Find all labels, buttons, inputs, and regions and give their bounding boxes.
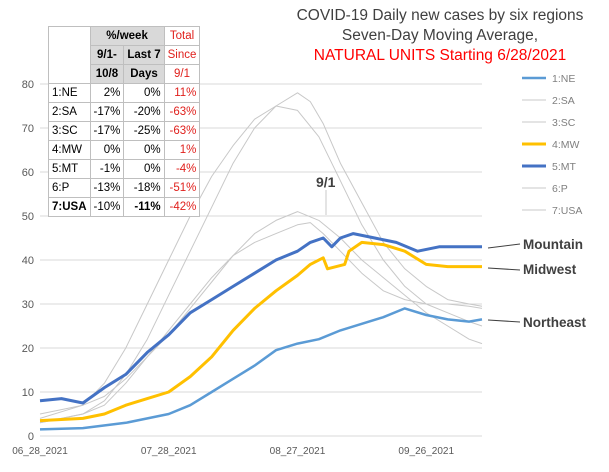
region-cell: 6:P xyxy=(48,178,91,198)
last7-cell: 0% xyxy=(123,140,165,160)
last7-cell: -11% xyxy=(123,197,165,217)
week-change-cell: 0% xyxy=(89,140,125,160)
series-lines xyxy=(39,92,483,431)
series-line-6-p xyxy=(39,211,483,415)
table-row: 6:P -13% -18% -51% xyxy=(48,178,201,198)
week-change-cell: -17% xyxy=(89,102,125,122)
chart-title-line3: NATURAL UNITS Starting 6/28/2021 xyxy=(313,47,567,64)
northeast-pointer xyxy=(487,319,521,323)
header-col3a: Total xyxy=(163,26,201,46)
header-col3b: Since xyxy=(163,45,201,65)
week-change-cell: -1% xyxy=(89,159,125,179)
midwest-pointer xyxy=(487,267,521,271)
y-tick-label: 40 xyxy=(22,255,34,267)
legend-label: 6:P xyxy=(552,183,568,195)
x-tick-label: 07_28_2021 xyxy=(141,446,197,457)
region-cell: 1:NE xyxy=(48,83,91,103)
y-tick-label: 50 xyxy=(22,211,34,223)
total-since-cell: -51% xyxy=(163,178,201,198)
northeast-label: Northeast xyxy=(523,315,587,330)
table-header-row-2: 9/1- Last 7 Since xyxy=(49,45,201,65)
total-since-cell: 1% xyxy=(163,140,201,160)
table-header-row-1: %/week Total xyxy=(48,26,201,84)
legend-label: 1:NE xyxy=(552,73,575,85)
table-header-row-3: 10/8 Days 9/1 xyxy=(49,64,201,84)
total-since-cell: -63% xyxy=(163,121,201,141)
y-tick-label: 80 xyxy=(22,79,34,91)
legend-label: 5:MT xyxy=(552,161,577,173)
last7-cell: 0% xyxy=(123,159,165,179)
y-tick-label: 60 xyxy=(22,167,34,179)
y-tick-label: 30 xyxy=(22,299,34,311)
region-cell: 2:SA xyxy=(48,102,91,122)
header-group: %/week xyxy=(89,26,165,46)
table-row: 1:NE 2% 0% 11% xyxy=(48,83,201,103)
series-line-1-ne xyxy=(39,307,483,431)
series-line-5-mt xyxy=(39,232,482,405)
table-row: 4:MW 0% 0% 1% xyxy=(48,140,201,160)
week-change-cell: -10% xyxy=(89,197,125,217)
series-line-7-usa xyxy=(39,222,483,424)
x-tick-label: 08_27_2021 xyxy=(270,446,326,457)
y-tick-label: 70 xyxy=(22,123,34,135)
table-corner xyxy=(48,26,91,84)
legend: 1:NE 2:SA 3:SC 4:MW 5:MT 6:P 7:USA xyxy=(522,73,582,217)
midwest-label: Midwest xyxy=(523,262,577,277)
total-since-cell: -42% xyxy=(163,197,201,217)
y-tick-label: 20 xyxy=(22,343,34,355)
week-change-cell: -13% xyxy=(89,178,125,198)
legend-label: 7:USA xyxy=(552,205,582,217)
region-cell: 5:MT xyxy=(48,159,91,179)
legend-label: 3:SC xyxy=(552,117,576,129)
header-col1b: 10/8 xyxy=(89,64,125,84)
mountain-label: Mountain xyxy=(523,237,583,252)
table-row: 3:SC -17% -25% -63% xyxy=(48,121,201,141)
week-change-cell: 2% xyxy=(89,83,125,103)
total-since-cell: -4% xyxy=(163,159,201,179)
region-cell: 3:SC xyxy=(48,121,91,141)
header-col3c: 9/1 xyxy=(163,64,201,84)
marker-91-label: 9/1 xyxy=(316,174,336,190)
x-tick-label: 06_28_2021 xyxy=(12,446,68,457)
header-col1a: 9/1- xyxy=(89,45,125,65)
series-line-2-sa xyxy=(39,92,483,424)
x-axis-ticks: 06_28_2021 07_28_2021 08_27_2021 09_26_2021 xyxy=(12,446,454,457)
header-col2b: Days xyxy=(123,64,165,84)
chart-title-line1: COVID-19 Daily new cases by six regions xyxy=(296,7,584,24)
chart-title-line2: Seven-Day Moving Average, xyxy=(341,27,539,44)
table-row: 2:SA -17% -20% -63% xyxy=(48,102,201,122)
week-change-cell: -17% xyxy=(89,121,125,141)
table-row: 5:MT -1% 0% -4% xyxy=(48,159,201,179)
last7-cell: -18% xyxy=(123,178,165,198)
mountain-pointer xyxy=(487,243,521,249)
region-cell: 4:MW xyxy=(48,140,91,160)
legend-label: 2:SA xyxy=(552,95,575,107)
legend-label: 4:MW xyxy=(552,139,580,151)
series-line-3-sc xyxy=(39,105,483,419)
header-col2a: Last 7 xyxy=(123,45,165,65)
last7-cell: -20% xyxy=(123,102,165,122)
x-tick-label: 09_26_2021 xyxy=(398,446,454,457)
last7-cell: -25% xyxy=(123,121,165,141)
last7-cell: 0% xyxy=(123,83,165,103)
table-row: 7:USA -10% -11% -42% xyxy=(48,197,201,217)
total-since-cell: 11% xyxy=(163,83,201,103)
y-axis-ticks: 0 10 20 30 40 50 60 70 80 xyxy=(22,79,34,443)
y-tick-label: 10 xyxy=(22,387,34,399)
stats-table: %/week Total 9/1- Last 7 Since 10/8 Days… xyxy=(48,26,201,217)
table-body: 1:NE 2% 0% 11% 2:SA -17% -20% -63% 3:SC -17% -25% -… xyxy=(48,83,201,217)
region-cell: 7:USA xyxy=(48,197,91,217)
y-tick-label: 0 xyxy=(28,431,34,443)
series-line-4-mw xyxy=(39,240,482,423)
total-since-cell: -63% xyxy=(163,102,201,122)
